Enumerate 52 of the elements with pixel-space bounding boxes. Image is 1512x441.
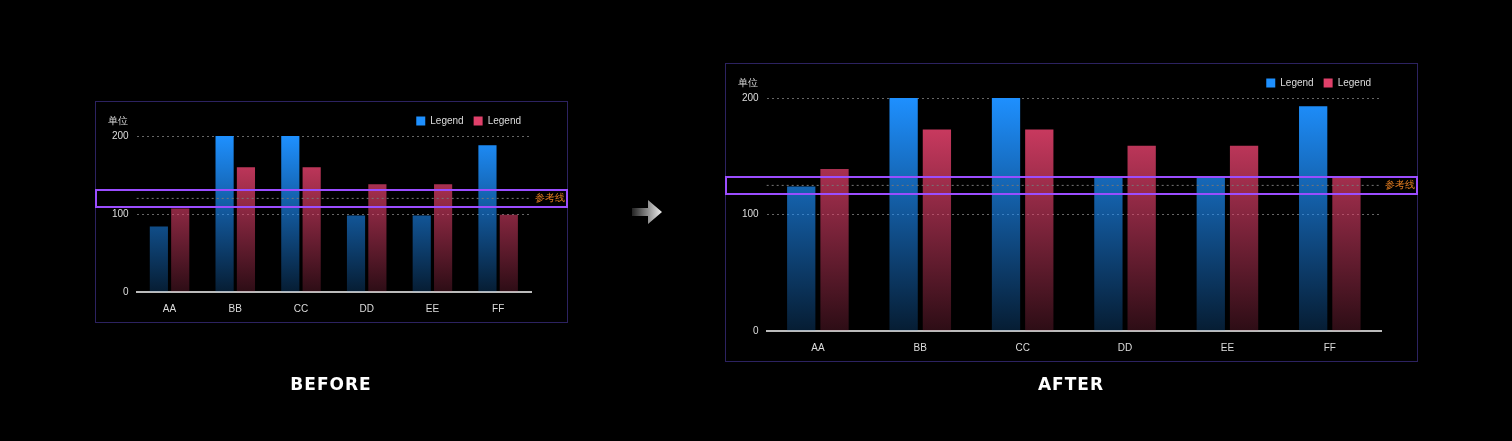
bar <box>787 186 816 331</box>
bar <box>149 226 168 292</box>
bar <box>922 129 952 331</box>
bar <box>281 136 300 292</box>
bar <box>478 145 497 292</box>
bar <box>1229 145 1259 331</box>
bar <box>820 169 849 331</box>
bar <box>1127 145 1156 331</box>
bar <box>236 167 256 292</box>
y-tick-label: 100 <box>112 207 130 219</box>
y-tick-label: 0 <box>123 285 130 297</box>
bar <box>991 98 1021 331</box>
bar <box>1299 106 1328 331</box>
x-tick-label: AA <box>811 341 825 353</box>
y-tick-label: 200 <box>742 91 760 103</box>
x-tick-label: CC <box>293 302 309 314</box>
x-tick-label: DD <box>1117 341 1133 353</box>
bar <box>1332 177 1361 331</box>
text: BEFORE <box>289 374 373 394</box>
bar <box>1094 177 1123 331</box>
bar <box>215 136 234 292</box>
x-tick-label: DD <box>359 302 374 314</box>
bar <box>346 215 366 292</box>
bar <box>368 184 387 292</box>
text: AFTER <box>1036 374 1106 394</box>
y-axis-title: 单位 <box>738 76 758 88</box>
x-tick-label: CC <box>1015 341 1030 353</box>
legend-label: Legend <box>430 114 464 126</box>
x-tick-label: FF <box>1323 341 1336 353</box>
bar <box>1196 177 1225 331</box>
x-tick-label: FF <box>492 302 505 314</box>
x-tick-label: BB <box>913 341 928 353</box>
bar <box>889 98 918 331</box>
ref-line-label: 参考线 <box>1385 178 1415 190</box>
x-tick-label: EE <box>425 302 440 314</box>
legend-label: Legend <box>1337 76 1372 88</box>
y-tick-label: 0 <box>753 324 760 336</box>
y-axis-title: 单位 <box>108 114 128 126</box>
y-tick-label: 200 <box>112 129 130 141</box>
bar <box>499 214 518 292</box>
legend-label: Legend <box>487 114 522 126</box>
y-tick-label: 100 <box>742 208 760 220</box>
bar <box>302 167 321 292</box>
ref-line-label: 参考线 <box>535 191 565 203</box>
x-tick-label: BB <box>228 302 243 314</box>
x-tick-label: EE <box>1220 341 1235 353</box>
bar <box>412 215 431 292</box>
bar <box>434 184 453 292</box>
legend-label: Legend <box>1280 76 1314 88</box>
bar <box>171 208 190 292</box>
x-tick-label: AA <box>162 302 177 314</box>
bar <box>1025 129 1054 331</box>
